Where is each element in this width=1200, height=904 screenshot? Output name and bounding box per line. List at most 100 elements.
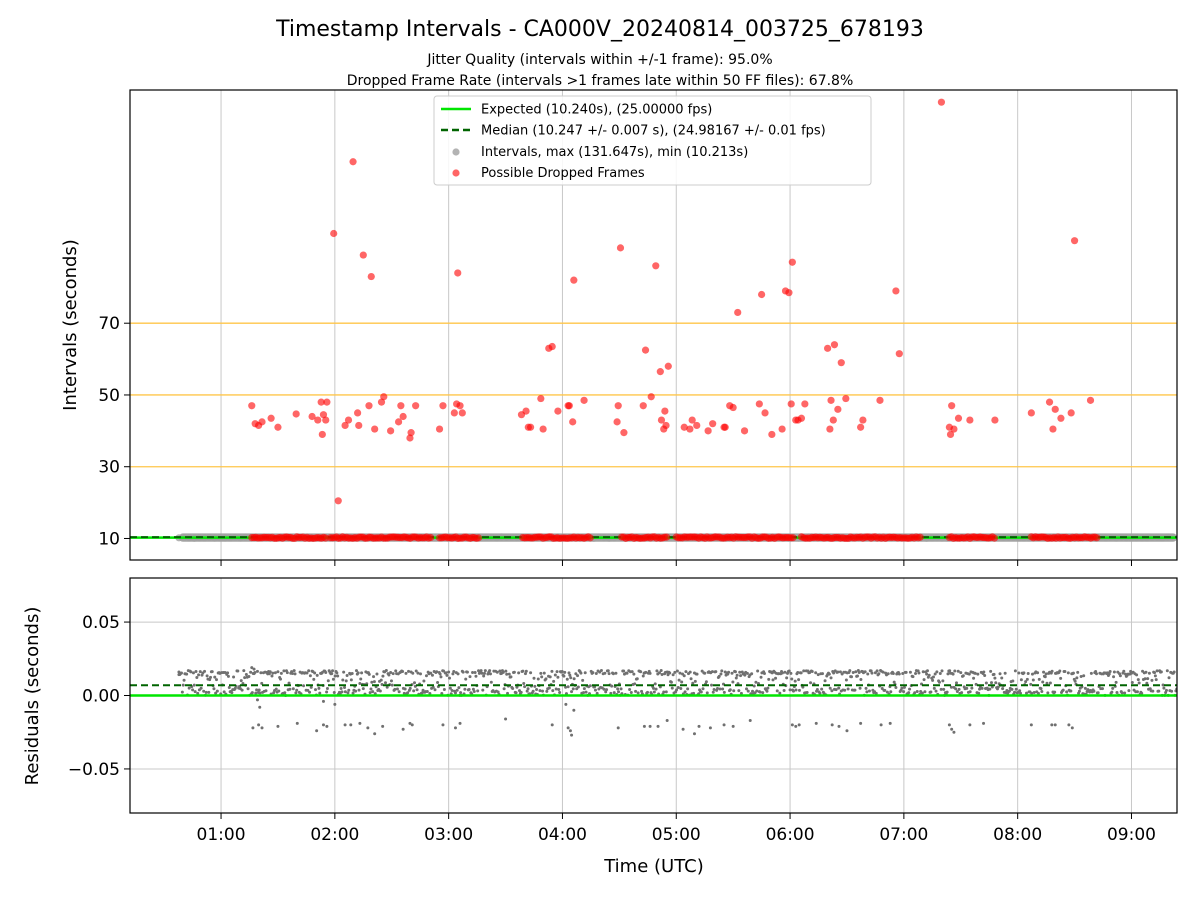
residual-point bbox=[317, 686, 321, 690]
residual-point bbox=[901, 672, 905, 676]
residual-point bbox=[448, 686, 452, 690]
residual-point bbox=[660, 673, 664, 677]
residual-point bbox=[705, 691, 709, 695]
residual-point bbox=[366, 726, 370, 730]
x-tick-label: 01:00 bbox=[197, 825, 246, 845]
residual-point bbox=[397, 690, 401, 694]
residual-point bbox=[525, 689, 529, 693]
residual-point bbox=[340, 690, 344, 694]
residual-point bbox=[977, 691, 981, 695]
residual-point bbox=[855, 674, 859, 678]
residual-point bbox=[832, 671, 836, 675]
residual-point bbox=[194, 669, 198, 673]
residual-point bbox=[246, 687, 250, 691]
residual-point bbox=[904, 670, 908, 674]
residual-point bbox=[761, 691, 765, 695]
residual-point bbox=[205, 674, 209, 678]
residual-point bbox=[691, 681, 695, 685]
residual-point bbox=[662, 690, 666, 694]
residual-point bbox=[731, 724, 735, 728]
residual-point bbox=[1010, 687, 1014, 691]
residual-point bbox=[998, 672, 1002, 676]
residual-point bbox=[330, 672, 334, 676]
residual-point bbox=[612, 691, 616, 695]
residual-point bbox=[1046, 691, 1050, 695]
residual-point bbox=[402, 691, 406, 695]
residual-point bbox=[1082, 674, 1086, 678]
residual-point bbox=[480, 671, 484, 675]
residual-point bbox=[210, 670, 214, 674]
residual-point bbox=[946, 672, 950, 676]
residual-point bbox=[455, 688, 459, 692]
residual-point bbox=[179, 671, 183, 675]
residual-point bbox=[605, 688, 609, 692]
residual-point bbox=[414, 669, 418, 673]
residual-point bbox=[481, 688, 485, 692]
residual-point bbox=[258, 705, 262, 709]
residual-point bbox=[652, 690, 656, 694]
residual-point bbox=[911, 675, 915, 679]
residual-point bbox=[937, 680, 941, 684]
residual-point bbox=[716, 687, 720, 691]
residual-point bbox=[745, 671, 749, 675]
residual-point bbox=[758, 690, 762, 694]
residual-point bbox=[532, 676, 536, 680]
residual-point bbox=[925, 669, 929, 673]
residual-point bbox=[982, 721, 986, 725]
residual-point bbox=[1135, 690, 1139, 694]
residual-point bbox=[611, 672, 615, 676]
dropped-frame-point bbox=[664, 362, 672, 370]
residual-point bbox=[418, 672, 422, 676]
residual-point bbox=[236, 669, 240, 673]
residual-point bbox=[189, 670, 193, 674]
intervals-axes-frame bbox=[129, 89, 1178, 561]
residual-point bbox=[566, 726, 570, 730]
residual-point bbox=[1025, 677, 1029, 681]
residual-point bbox=[488, 669, 492, 673]
residual-point bbox=[885, 690, 889, 694]
residual-point bbox=[677, 678, 681, 682]
residual-point bbox=[1022, 671, 1026, 675]
residual-point bbox=[439, 675, 443, 679]
residual-point bbox=[1058, 669, 1062, 673]
residual-point bbox=[191, 688, 195, 692]
residual-point bbox=[433, 688, 437, 692]
residual-point bbox=[865, 690, 869, 694]
residual-point bbox=[1024, 680, 1028, 684]
legend-median-label: Median (10.247 +/- 0.007 s), (24.98167 +… bbox=[481, 124, 826, 139]
residual-point bbox=[381, 724, 385, 728]
residual-point bbox=[790, 723, 794, 727]
dropped-frame-point bbox=[1051, 405, 1059, 413]
dropped-frame-point bbox=[522, 407, 530, 415]
chart-subtitle-jitter: Jitter Quality (intervals within +/-1 fr… bbox=[426, 52, 772, 68]
residual-point bbox=[908, 687, 912, 691]
residual-point bbox=[1079, 674, 1083, 678]
residual-point bbox=[253, 670, 257, 674]
residual-point bbox=[403, 687, 407, 691]
residual-point bbox=[1029, 682, 1033, 686]
residual-point bbox=[1165, 669, 1169, 673]
residual-point bbox=[866, 672, 870, 676]
residual-point bbox=[996, 685, 1000, 689]
residual-point bbox=[249, 670, 253, 674]
residual-point bbox=[664, 690, 668, 694]
residual-point bbox=[343, 685, 347, 689]
residual-point bbox=[501, 670, 505, 674]
residual-point bbox=[900, 686, 904, 690]
dropped-frame-point bbox=[412, 402, 420, 410]
residual-point bbox=[343, 690, 347, 694]
residual-point bbox=[422, 679, 426, 683]
residuals-panel: 0.050.00−0.05 01:00 02:00 03:00 04:00 05:00 0… bbox=[22, 577, 1178, 845]
residual-point bbox=[276, 670, 280, 674]
residual-point bbox=[442, 688, 446, 692]
residual-point bbox=[634, 689, 638, 693]
residual-point bbox=[1136, 678, 1140, 682]
residual-point bbox=[372, 675, 376, 679]
residual-point bbox=[867, 689, 871, 693]
residual-point bbox=[457, 686, 461, 690]
residual-point bbox=[809, 681, 813, 685]
residual-point bbox=[955, 689, 959, 693]
residual-point bbox=[1000, 676, 1004, 680]
residual-point bbox=[314, 688, 318, 692]
residuals-x-ticks: 01:00 02:00 03:00 04:00 05:00 06:00 07:00 08:00… bbox=[197, 813, 1156, 845]
